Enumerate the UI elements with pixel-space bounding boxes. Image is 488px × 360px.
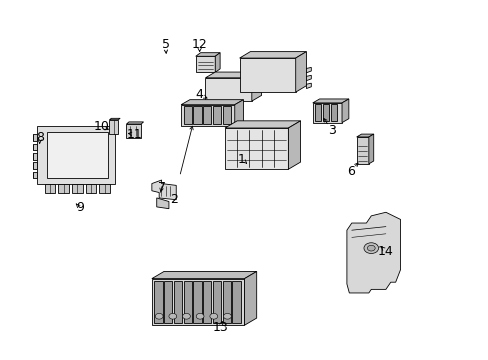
Polygon shape (173, 281, 182, 323)
Polygon shape (314, 104, 320, 121)
Polygon shape (205, 72, 261, 78)
Text: 5: 5 (161, 38, 169, 51)
Polygon shape (44, 184, 55, 193)
Polygon shape (33, 153, 37, 159)
Polygon shape (203, 281, 211, 323)
Polygon shape (234, 100, 243, 126)
Polygon shape (306, 67, 311, 73)
Text: 8: 8 (36, 131, 43, 144)
Polygon shape (232, 281, 240, 323)
Circle shape (366, 245, 374, 251)
Polygon shape (33, 144, 37, 150)
Polygon shape (33, 162, 37, 169)
Polygon shape (306, 75, 311, 81)
Polygon shape (72, 184, 82, 193)
Polygon shape (33, 134, 37, 141)
Polygon shape (295, 51, 306, 92)
Polygon shape (341, 99, 348, 123)
Polygon shape (85, 184, 96, 193)
Polygon shape (126, 124, 141, 138)
Polygon shape (193, 107, 201, 125)
Polygon shape (154, 281, 162, 323)
Circle shape (182, 314, 190, 319)
Text: 4: 4 (195, 88, 203, 101)
Polygon shape (346, 212, 400, 293)
Polygon shape (224, 128, 288, 169)
Text: 10: 10 (93, 121, 109, 134)
Circle shape (209, 314, 217, 319)
Polygon shape (288, 121, 300, 169)
Polygon shape (47, 132, 108, 178)
Text: 1: 1 (238, 153, 245, 166)
Text: 9: 9 (76, 202, 84, 215)
Text: 6: 6 (346, 165, 354, 177)
Polygon shape (239, 58, 295, 92)
Polygon shape (152, 279, 244, 325)
Polygon shape (157, 198, 168, 209)
Polygon shape (181, 105, 234, 126)
Polygon shape (33, 172, 37, 178)
Polygon shape (244, 271, 256, 325)
Polygon shape (251, 72, 261, 101)
Polygon shape (323, 104, 328, 121)
Polygon shape (195, 53, 220, 56)
Polygon shape (183, 281, 191, 323)
Polygon shape (222, 107, 230, 125)
Circle shape (196, 314, 203, 319)
Polygon shape (195, 56, 215, 72)
Polygon shape (212, 107, 221, 125)
Polygon shape (368, 134, 373, 164)
Polygon shape (126, 122, 143, 124)
Text: 7: 7 (157, 181, 165, 194)
Polygon shape (222, 281, 230, 323)
Polygon shape (224, 121, 300, 128)
Polygon shape (37, 126, 115, 184)
Polygon shape (99, 184, 110, 193)
Circle shape (168, 314, 176, 319)
Polygon shape (183, 107, 191, 125)
Polygon shape (109, 118, 120, 120)
Text: 12: 12 (191, 38, 207, 51)
Polygon shape (203, 107, 211, 125)
Circle shape (223, 314, 231, 319)
Text: 14: 14 (377, 244, 393, 257)
Polygon shape (58, 184, 69, 193)
Text: 13: 13 (212, 321, 227, 334)
Polygon shape (306, 83, 311, 89)
Polygon shape (312, 99, 348, 103)
Polygon shape (356, 137, 368, 164)
Polygon shape (163, 281, 172, 323)
Polygon shape (205, 78, 251, 101)
Polygon shape (181, 100, 243, 105)
Text: 11: 11 (127, 127, 142, 141)
Polygon shape (215, 53, 220, 72)
Polygon shape (152, 271, 256, 279)
Circle shape (155, 314, 163, 319)
Polygon shape (239, 51, 306, 58)
Polygon shape (193, 281, 201, 323)
Text: 2: 2 (169, 193, 177, 206)
Polygon shape (356, 134, 373, 137)
Polygon shape (330, 104, 336, 121)
Circle shape (363, 243, 378, 253)
Polygon shape (312, 103, 341, 123)
Text: 3: 3 (327, 124, 336, 137)
Polygon shape (152, 180, 176, 200)
Polygon shape (109, 120, 118, 134)
Polygon shape (212, 281, 221, 323)
